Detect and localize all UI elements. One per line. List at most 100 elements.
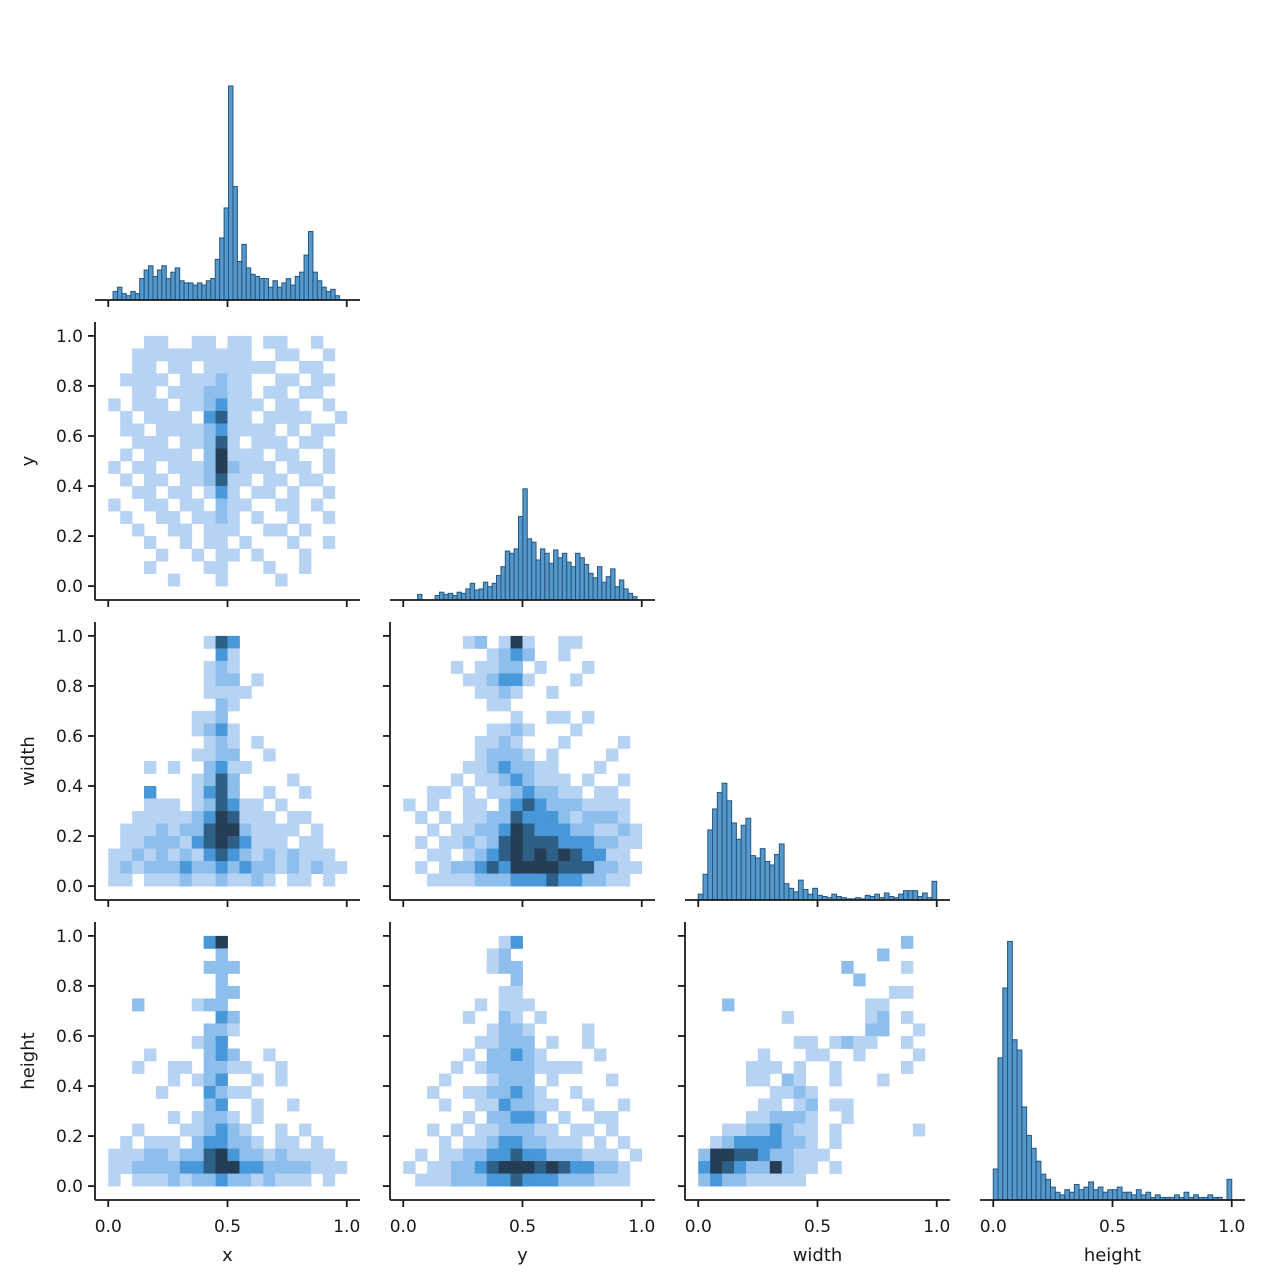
hist2d-cell [498, 660, 511, 674]
hist2d-cell [132, 998, 145, 1012]
hist2d-cell [558, 1173, 571, 1187]
hist2d-cell [251, 1111, 264, 1124]
hist2d-cell [263, 836, 276, 849]
hist2d-cell [605, 786, 619, 799]
hist-bar [1011, 1039, 1018, 1201]
hist2d-cell [474, 798, 488, 812]
hist2d-cell [522, 811, 535, 824]
hist2d-cell [215, 523, 228, 537]
hist2d-cell [322, 448, 336, 462]
hist2d-cell [191, 373, 205, 387]
hist2d-cell [263, 873, 276, 887]
hist2d-cell [275, 1123, 288, 1137]
hist2d-cell [558, 648, 571, 662]
hist2d-cell [215, 1023, 228, 1037]
hist2d-cell [594, 836, 607, 849]
hist-bar [1083, 1186, 1090, 1201]
hist2d-cell [498, 985, 511, 999]
hist-bar [487, 586, 493, 601]
hist2d-cell [534, 1123, 547, 1137]
panel-hist-width [697, 782, 938, 901]
hist2d-cell [570, 1173, 583, 1187]
hist2d-cell [841, 960, 854, 974]
hist-bar [774, 853, 780, 901]
hist2d-cell [486, 861, 500, 874]
hist2d-cell [263, 561, 276, 574]
hist2d-cell [263, 1161, 276, 1174]
hist2d-cell [522, 1136, 535, 1149]
hist2d-cell [251, 1073, 264, 1087]
hist-bar [797, 879, 804, 901]
hist2d-cell [570, 873, 583, 887]
hist-bar [188, 282, 194, 301]
hist2d-cell [299, 561, 312, 574]
hist2d-cell [215, 548, 228, 562]
hist2d-cell [534, 761, 547, 774]
hist2d-cell [215, 698, 228, 712]
hist2d-cell [287, 1098, 300, 1112]
hist2d-cell [498, 673, 511, 687]
hist2d-cell [108, 861, 121, 874]
hist2d-cell [439, 1098, 452, 1112]
hist2d-cell [227, 648, 240, 662]
hist2d-cell [510, 1098, 523, 1112]
hist2d-cell [299, 873, 312, 887]
hist2d-cell [570, 635, 583, 649]
hist2d-cell [310, 823, 324, 837]
hist2d-cell [275, 348, 288, 362]
hist2d-cell [605, 873, 619, 887]
hist2d-cell [239, 1173, 252, 1187]
hist2d-cell [427, 1123, 440, 1137]
hist2d-cell [757, 1136, 771, 1149]
hist2d-cell [144, 786, 157, 799]
hist-bar [321, 286, 327, 301]
hist2d-cell [263, 786, 276, 799]
hist2d-cell [144, 561, 157, 574]
hist2d-cell [227, 748, 240, 762]
hist2d-cell [275, 498, 288, 512]
hist2d-cell [287, 498, 300, 512]
hist2d-cell [227, 836, 240, 849]
hist2d-cell [498, 1161, 511, 1174]
hist2d-cell [203, 1173, 216, 1187]
hist2d-cell [570, 786, 583, 799]
hist2d-cell [215, 786, 228, 799]
hist2d-cell [275, 836, 288, 849]
hist2d-cell [769, 1173, 783, 1187]
hist2d-cell [534, 1161, 547, 1174]
hist2d-cell [275, 1148, 288, 1162]
hist2d-cell [227, 635, 240, 649]
hist2d-cell [570, 1161, 583, 1174]
hist2d-cell [498, 1148, 511, 1162]
hist2d-cell [594, 1048, 607, 1062]
hist2d-cell [474, 1061, 488, 1074]
hist2d-cell [179, 348, 193, 362]
hist2d-cell [546, 685, 559, 699]
hist-bar [474, 589, 480, 601]
hist2d-cell [594, 761, 607, 774]
hist-bar [1078, 1189, 1085, 1201]
hist2d-cell [558, 735, 571, 749]
hist-bar [1045, 1178, 1051, 1201]
hist2d-cell [215, 735, 228, 749]
hist2d-cell [486, 1086, 500, 1099]
hist2d-cell [179, 498, 193, 512]
hist2d-cell [558, 1136, 571, 1149]
hist2d-cell [203, 935, 216, 949]
hist2d-cell [486, 748, 500, 762]
y-tick-label: 0.8 [56, 977, 83, 997]
hist2d-cell [251, 823, 264, 837]
hist2d-cell [570, 1148, 583, 1162]
panel-hist-x [112, 85, 341, 301]
hist2d-cell [299, 1173, 312, 1187]
hist2d-cell [299, 385, 312, 399]
hist-bar [553, 549, 559, 601]
hist2d-cell [498, 811, 511, 824]
hist2d-cell [474, 761, 488, 774]
hist2d-cell [120, 873, 133, 887]
hist-bar [992, 1168, 999, 1201]
hist2d-cell [144, 410, 157, 424]
hist-bar [1073, 1183, 1080, 1201]
hist2d-cell [263, 435, 276, 449]
hist-bar [548, 562, 555, 601]
